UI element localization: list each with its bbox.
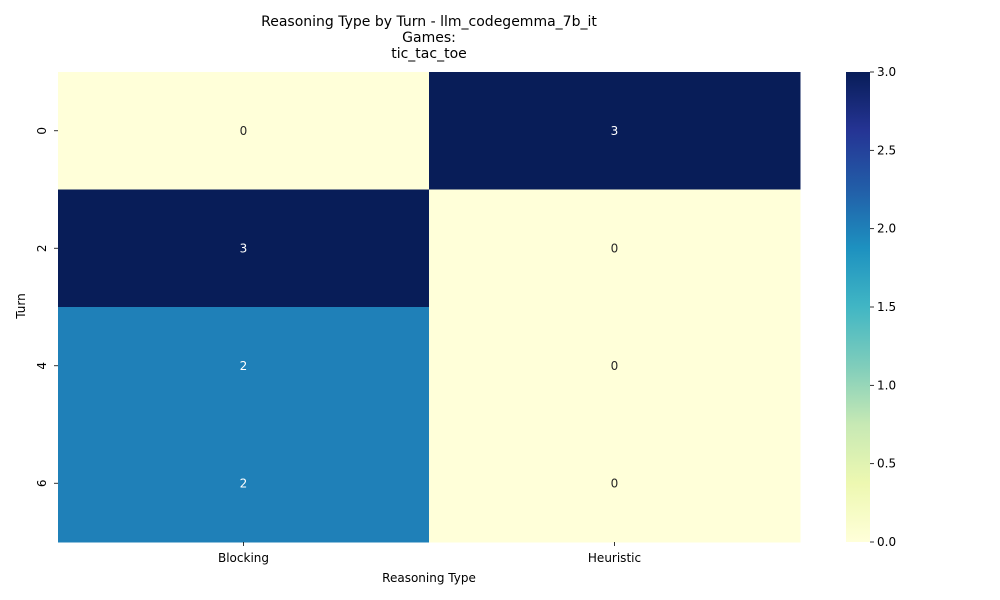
y-tick-label: 0 xyxy=(35,127,49,135)
colorbar-tick-label: 2.5 xyxy=(877,143,896,157)
cell-value-label: 3 xyxy=(240,241,248,255)
colorbar-tick-label: 1.0 xyxy=(877,378,896,392)
cell-value-label: 2 xyxy=(240,476,248,490)
colorbar: 0.0 0.5 1.0 1.5 2.0 2.5 3.0 xyxy=(846,65,896,549)
cell-value-label: 0 xyxy=(611,241,619,255)
heatmap-cell xyxy=(429,307,801,425)
y-tick-label: 6 xyxy=(35,479,49,487)
x-tick-label: Blocking xyxy=(218,551,269,565)
chart-title-line: Games: xyxy=(402,30,456,46)
cell-value-label: 0 xyxy=(611,476,619,490)
colorbar-tick-label: 2.0 xyxy=(877,222,896,236)
y-axis-ticks: 0 2 4 6 xyxy=(35,127,58,487)
colorbar-tick-label: 0.0 xyxy=(877,535,896,549)
heatmap-cell xyxy=(58,307,430,425)
cell-value-label: 3 xyxy=(611,124,619,138)
heatmap-cell xyxy=(429,189,801,308)
colorbar-tick-label: 1.5 xyxy=(877,300,896,314)
chart-title: Reasoning Type by Turn - llm_codegemma_7… xyxy=(261,14,597,62)
chart-title-line: Reasoning Type by Turn - llm_codegemma_7… xyxy=(261,14,597,30)
cell-value-label: 0 xyxy=(240,124,248,138)
heatmap-cell xyxy=(58,72,430,190)
y-tick-label: 2 xyxy=(35,244,49,252)
y-axis-label: Turn xyxy=(14,293,28,319)
x-axis-ticks: Blocking Heuristic xyxy=(218,542,641,565)
heatmap-cell xyxy=(58,424,430,543)
colorbar-gradient xyxy=(846,72,870,542)
chart-title-line: tic_tac_toe xyxy=(391,46,467,62)
heatmap-cell-labels: 0 3 3 0 2 0 2 0 xyxy=(240,124,619,491)
heatmap-cell xyxy=(429,72,801,190)
cell-value-label: 2 xyxy=(240,359,248,373)
cell-value-label: 0 xyxy=(611,359,619,373)
heatmap-cell xyxy=(429,424,801,543)
y-tick-label: 4 xyxy=(35,362,49,370)
colorbar-tick-label: 3.0 xyxy=(877,65,896,79)
heatmap-cell xyxy=(58,189,430,308)
x-tick-label: Heuristic xyxy=(588,551,641,565)
x-axis-label: Reasoning Type xyxy=(382,571,476,585)
colorbar-tick-label: 0.5 xyxy=(877,457,896,471)
heatmap-cells xyxy=(58,72,801,543)
